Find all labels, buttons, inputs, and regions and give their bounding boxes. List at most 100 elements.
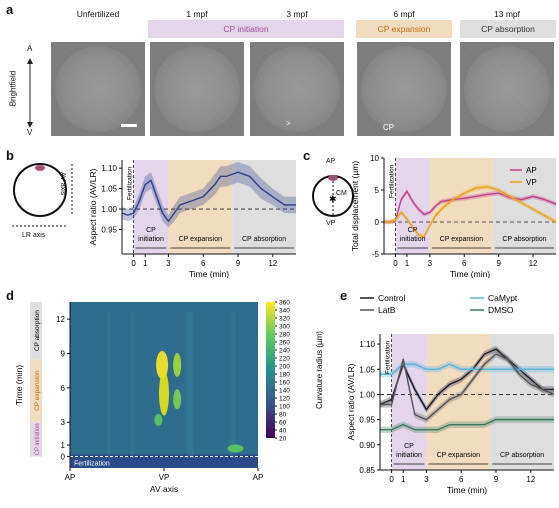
frame-label-unfertilized: Unfertilized [76, 9, 120, 19]
heatmap-hotspot [159, 371, 169, 416]
x-tick-label: 3 [166, 259, 171, 268]
phase-label-initiation: CP initiation [35, 423, 41, 455]
phase-label-expansion: CP expansion [377, 24, 431, 34]
x-tick-label: VP [159, 473, 170, 482]
x-tick-label: 1 [401, 475, 406, 484]
colorbar-tick-label: 320 [279, 316, 290, 323]
x-tick-label: 9 [494, 475, 499, 484]
phase-shade-absorption [232, 160, 296, 254]
cm-label: CM [336, 190, 347, 197]
embryo-image-1mpf [150, 42, 244, 136]
series-line-control [379, 348, 554, 411]
x-axis-label: Time (min) [447, 485, 487, 495]
initiation-annotation-line1: CP [408, 227, 418, 234]
axis-v-label: V [27, 128, 33, 137]
phase-shade-absorption [492, 158, 556, 254]
colorbar-tick-label: 280 [279, 332, 290, 339]
initiation-annotation-line2: initiation [400, 236, 426, 243]
av-axis-label: AV axis [59, 172, 66, 196]
series-line-vp [384, 186, 557, 238]
fertilization-annotation: Fertilization [74, 461, 110, 468]
axis-a-label: A [27, 44, 33, 53]
chart-d: Fertilization 0 1 3 6 9 12 AP VP AP AV axis Time (m… [14, 300, 324, 495]
cp-mark: CP [383, 123, 395, 132]
colorbar-tick-label: 260 [279, 340, 290, 347]
fertilization-annotation: Fertilization [127, 166, 134, 200]
y-tick-label: 1.05 [359, 365, 375, 374]
colorbar-tick-label: 180 [279, 372, 290, 379]
x-tick-label: 12 [526, 475, 535, 484]
heatmap-streak [107, 312, 111, 458]
frame-label-6mpf: 6 mpf [393, 9, 415, 19]
absorption-annotation: CP absorption [242, 236, 286, 243]
brightfield-row-label: Brightfield [8, 70, 18, 107]
y-tick-label: 0.90 [359, 441, 375, 450]
phase-bar-absorption [30, 302, 42, 360]
cp-arrowhead-icon: > [286, 119, 291, 128]
scale-bar [121, 124, 137, 127]
colorbar-tick-label: 240 [279, 348, 290, 355]
x-tick-label: 9 [236, 259, 241, 268]
expansion-annotation: CP expansion [437, 452, 481, 459]
ap-label: AP [326, 158, 336, 165]
embryo-image-unfertilized [51, 42, 145, 136]
legend-label-camypt: CaMypt [488, 293, 518, 303]
x-tick-label: AP [65, 473, 76, 482]
legend-label-vp: VP [526, 178, 537, 187]
colorbar-tick-label: 80 [279, 412, 287, 419]
expansion-annotation: CP expansion [179, 236, 223, 243]
x-axis-label: AV axis [150, 484, 178, 494]
colorbar-tick-label: 200 [279, 364, 290, 371]
x-tick-label: AP [253, 473, 264, 482]
phase-bar-expansion [30, 359, 42, 423]
y-tick-label: 1.10 [359, 340, 375, 349]
displacement-schematic: ✱ [307, 160, 359, 240]
legend-label-latb: LatB [378, 305, 396, 315]
y-tick-label: 9 [61, 350, 66, 359]
y-tick-label: 0 [375, 218, 380, 227]
heatmap-streak [186, 312, 194, 458]
panel-d-letter: d [6, 288, 14, 303]
panel-b-letter: b [6, 148, 14, 163]
y-tick-label: 0 [61, 453, 66, 462]
y-tick-label: 1.00 [359, 390, 375, 399]
svg-text:✱: ✱ [329, 194, 337, 204]
frame-label-3mpf: 3 mpf [286, 9, 308, 19]
y-axis-label: Total displacement (µm) [350, 161, 360, 252]
colorbar [266, 302, 275, 438]
colorbar-tick-label: 20 [279, 436, 287, 443]
x-tick-label: 12 [268, 259, 277, 268]
colorbar-tick-label: 300 [279, 324, 290, 331]
embryo-image-3mpf: > [250, 42, 344, 136]
phase-shade-expansion [426, 334, 491, 470]
colorbar-tick-label: 60 [279, 420, 287, 427]
frame-label-13mpf: 13 mpf [494, 9, 520, 19]
initiation-annotation-line2: initiation [396, 452, 422, 459]
legend-label-dmso: DMSO [488, 305, 514, 315]
y-tick-label: 10 [370, 154, 379, 163]
series-line-ap [384, 189, 557, 223]
x-tick-label: 3 [428, 259, 433, 268]
aspect-ratio-schematic [4, 160, 80, 245]
y-tick-label: -5 [372, 250, 380, 259]
y-tick-label: 6 [61, 384, 66, 393]
x-tick-label: 1 [405, 259, 410, 268]
y-tick-label: 12 [56, 315, 65, 324]
colorbar-label: Curvature radius (µm) [315, 331, 324, 409]
colorbar-tick-label: 160 [279, 380, 290, 387]
y-tick-label: 1.00 [101, 205, 117, 214]
colorbar-tick-label: 340 [279, 308, 290, 315]
embryo-image-13mpf [460, 42, 554, 136]
x-axis-label: Time (min) [189, 269, 229, 278]
embryo-image-6mpf: CP [357, 42, 451, 136]
x-tick-label: 0 [393, 259, 398, 268]
x-tick-label: 9 [496, 259, 501, 268]
y-tick-label: 5 [375, 186, 380, 195]
chart-b: 0.95 1.00 1.05 1.10 0 1 3 6 9 12 Time (min) Aspect … [88, 160, 296, 278]
heatmap-hotspot [154, 413, 163, 426]
phase-band-expansion: CP expansion [356, 20, 452, 38]
heatmap-hotspot [227, 444, 244, 453]
fertilization-annotation: Fertilization [385, 340, 392, 374]
x-tick-label: 0 [389, 475, 394, 484]
